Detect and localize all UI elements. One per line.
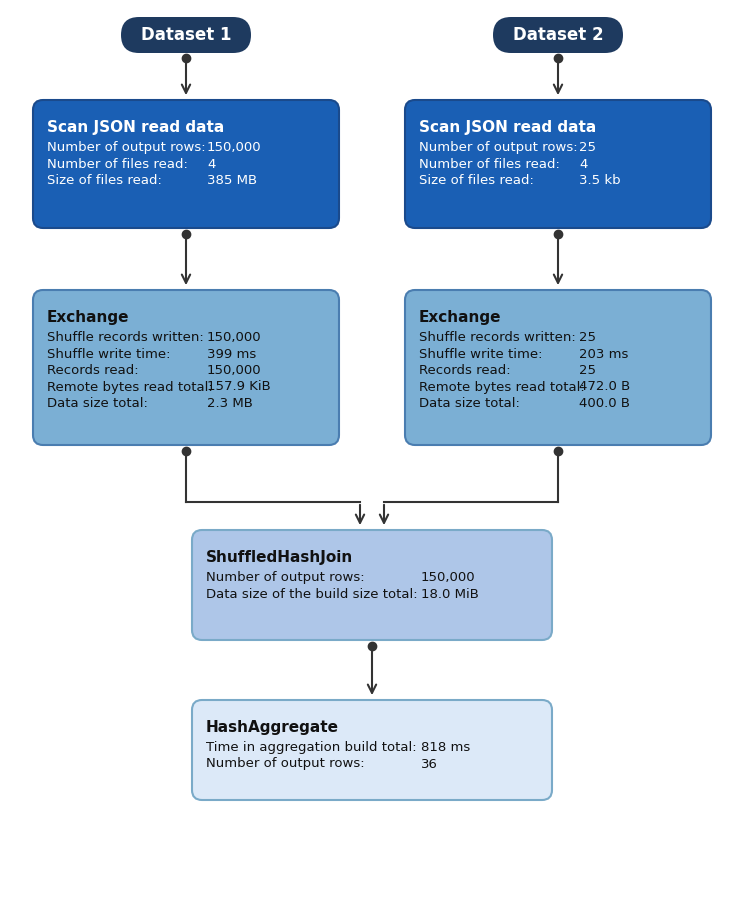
Text: Records read:: Records read: <box>419 364 510 377</box>
FancyBboxPatch shape <box>405 100 711 228</box>
Text: Data size of the build size total:: Data size of the build size total: <box>206 588 417 600</box>
Text: 157.9 KiB: 157.9 KiB <box>207 380 271 394</box>
Text: Shuffle records written:: Shuffle records written: <box>47 331 204 344</box>
Text: Number of files read:: Number of files read: <box>419 158 560 171</box>
Text: Remote bytes read total:: Remote bytes read total: <box>47 380 213 394</box>
FancyBboxPatch shape <box>405 290 711 445</box>
FancyBboxPatch shape <box>192 530 552 640</box>
Text: 385 MB: 385 MB <box>207 174 257 187</box>
Text: 25: 25 <box>579 331 596 344</box>
Text: Scan JSON read data: Scan JSON read data <box>47 120 224 135</box>
Text: 18.0 MiB: 18.0 MiB <box>421 588 479 600</box>
FancyBboxPatch shape <box>121 17 251 53</box>
Text: Time in aggregation build total:: Time in aggregation build total: <box>206 741 417 754</box>
Text: 400.0 B: 400.0 B <box>579 397 630 410</box>
Text: Number of output rows:: Number of output rows: <box>419 141 577 154</box>
Text: Number of output rows:: Number of output rows: <box>47 141 205 154</box>
Text: 150,000: 150,000 <box>207 364 262 377</box>
Text: 150,000: 150,000 <box>207 141 262 154</box>
FancyBboxPatch shape <box>493 17 623 53</box>
Text: 2.3 MB: 2.3 MB <box>207 397 253 410</box>
Text: Dataset 2: Dataset 2 <box>513 26 603 44</box>
Text: Records read:: Records read: <box>47 364 138 377</box>
FancyBboxPatch shape <box>33 290 339 445</box>
Text: 818 ms: 818 ms <box>421 741 470 754</box>
FancyBboxPatch shape <box>192 700 552 800</box>
Text: Remote bytes read total:: Remote bytes read total: <box>419 380 585 394</box>
Text: Number of output rows:: Number of output rows: <box>206 571 407 584</box>
Text: 4: 4 <box>579 158 587 171</box>
Text: Shuffle write time:: Shuffle write time: <box>419 348 542 361</box>
Text: Exchange: Exchange <box>419 310 501 325</box>
Text: 25: 25 <box>579 141 596 154</box>
Text: Size of files read:: Size of files read: <box>47 174 162 187</box>
Text: 399 ms: 399 ms <box>207 348 256 361</box>
Text: Data size total:: Data size total: <box>419 397 520 410</box>
Text: 150,000: 150,000 <box>421 571 475 584</box>
Text: Shuffle records written:: Shuffle records written: <box>419 331 576 344</box>
Text: Dataset 1: Dataset 1 <box>141 26 231 44</box>
Text: Size of files read:: Size of files read: <box>419 174 534 187</box>
Text: Number of files read:: Number of files read: <box>47 158 188 171</box>
Text: 150,000: 150,000 <box>207 331 262 344</box>
Text: Number of output rows:: Number of output rows: <box>206 757 365 770</box>
Text: 25: 25 <box>579 364 596 377</box>
Text: Shuffle write time:: Shuffle write time: <box>47 348 170 361</box>
Text: 4: 4 <box>207 158 215 171</box>
Text: Exchange: Exchange <box>47 310 129 325</box>
FancyBboxPatch shape <box>33 100 339 228</box>
Text: ShuffledHashJoin: ShuffledHashJoin <box>206 550 353 565</box>
Text: 203 ms: 203 ms <box>579 348 629 361</box>
Text: 3.5 kb: 3.5 kb <box>579 174 620 187</box>
Text: Scan JSON read data: Scan JSON read data <box>419 120 596 135</box>
Text: 472.0 B: 472.0 B <box>579 380 630 394</box>
Text: HashAggregate: HashAggregate <box>206 720 339 735</box>
Text: Data size total:: Data size total: <box>47 397 148 410</box>
Text: 36: 36 <box>421 757 438 770</box>
